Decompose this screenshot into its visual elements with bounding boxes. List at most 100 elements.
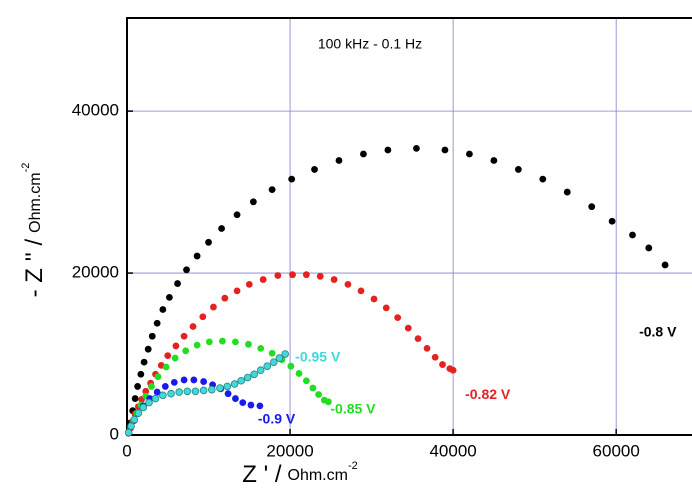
data-point: [245, 340, 252, 348]
data-point: [153, 388, 161, 396]
data-point: [218, 337, 226, 345]
data-point: [414, 335, 422, 343]
data-point: [324, 398, 332, 406]
data-point: [171, 354, 179, 362]
x-label-main: Z ' /: [242, 461, 282, 488]
data-point: [142, 387, 150, 395]
y-tick-label: 20000: [72, 263, 119, 282]
data-point: [256, 402, 264, 410]
x-tick-label: 40000: [429, 441, 476, 460]
data-point: [370, 295, 378, 303]
data-point: [233, 211, 241, 219]
data-point: [199, 313, 207, 321]
y-label-exp: -2: [20, 163, 32, 173]
data-point: [232, 395, 239, 402]
data-point: [263, 362, 272, 370]
data-point: [288, 175, 296, 183]
data-point: [218, 225, 225, 232]
data-point: [237, 376, 245, 385]
data-point: [175, 388, 183, 396]
data-point: [207, 385, 216, 394]
data-point: [230, 380, 239, 388]
data-point: [216, 384, 224, 392]
series-label: -0.85 V: [330, 401, 376, 417]
data-point: [311, 166, 318, 173]
data-point: [159, 306, 167, 313]
data-point: [140, 358, 148, 366]
data-point: [302, 271, 310, 279]
data-point: [588, 203, 596, 211]
data-point: [247, 401, 255, 409]
data-point: [360, 150, 367, 158]
data-point: [249, 198, 257, 206]
data-point: [661, 261, 669, 269]
data-point: [268, 349, 276, 357]
data-point: [134, 409, 143, 417]
data-point: [539, 175, 547, 183]
y-axis-label: - Z '' / Ohm.cm-2: [20, 163, 48, 298]
data-point: [124, 428, 133, 437]
data-point: [144, 345, 152, 353]
data-point: [193, 341, 201, 349]
data-point: [127, 422, 135, 430]
axis-frame: [126, 17, 692, 436]
y-tick-label: 40000: [72, 101, 119, 120]
data-point: [182, 347, 190, 355]
data-point: [289, 271, 296, 279]
data-point: [139, 403, 148, 412]
data-point: [199, 386, 208, 395]
data-point: [514, 166, 522, 173]
data-point: [431, 353, 439, 361]
data-point: [629, 231, 636, 239]
series-label: -0.8 V: [639, 324, 677, 340]
data-point: [274, 272, 282, 279]
data-point: [413, 144, 420, 152]
data-point: [441, 146, 449, 154]
data-point: [159, 391, 167, 400]
data-point: [174, 280, 181, 287]
data-point: [608, 217, 616, 225]
data-point: [183, 266, 190, 274]
data-point: [269, 358, 278, 366]
data-point: [243, 373, 252, 382]
data-point: [148, 332, 156, 340]
y-label-main: - Z '' /: [21, 239, 48, 298]
data-point: [189, 323, 197, 330]
data-point: [130, 415, 139, 424]
data-point: [221, 294, 229, 302]
series-label: -0.9 V: [258, 411, 296, 427]
data-point: [344, 280, 352, 288]
y-label-unit: Ohm.cm: [27, 172, 44, 232]
data-point: [315, 391, 322, 398]
data-point: [224, 390, 232, 398]
data-point: [148, 383, 155, 390]
data-point: [257, 344, 265, 352]
data-point: [167, 389, 175, 398]
data-point: [154, 373, 162, 381]
data-point: [232, 338, 239, 346]
data-point: [423, 344, 431, 352]
data-point: [131, 395, 139, 402]
data-point: [287, 362, 295, 370]
series-label: -0.82 V: [465, 386, 511, 402]
x-tick-label: 60000: [593, 441, 640, 460]
data-point: [180, 376, 188, 384]
x-axis-label: Z ' / Ohm.cm-2: [242, 460, 357, 488]
data-point: [190, 376, 198, 384]
data-point: [193, 252, 201, 260]
data-point: [205, 338, 213, 346]
data-point: [295, 370, 303, 377]
data-point: [170, 378, 178, 386]
data-point: [165, 293, 173, 301]
data-point: [162, 363, 170, 371]
data-point: [256, 366, 265, 375]
data-point: [183, 387, 192, 396]
data-point: [439, 361, 446, 368]
data-point: [137, 370, 145, 378]
data-point: [449, 366, 457, 374]
data-point: [250, 370, 258, 379]
data-point: [309, 384, 317, 392]
data-point: [394, 314, 402, 321]
data-point: [259, 276, 267, 283]
data-point: [384, 146, 392, 154]
